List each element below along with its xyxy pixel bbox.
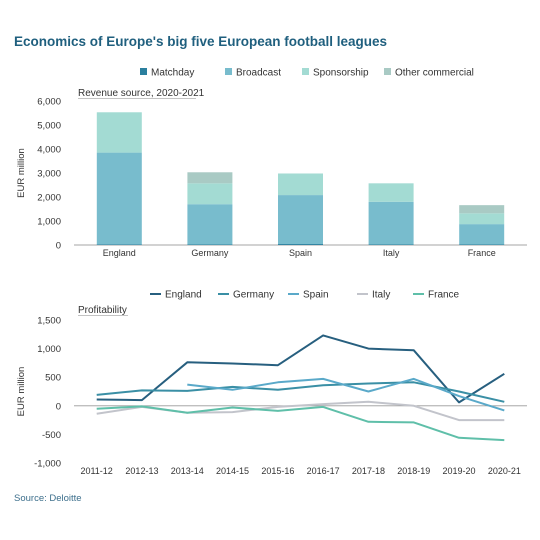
bar-italy-broadcast [368, 201, 414, 245]
legend-swatch-sponsorship [302, 68, 309, 75]
legend-label-italy: Italy [372, 290, 390, 301]
bar-x-tick-label: Germany [191, 248, 229, 258]
bar-spain-matchday [278, 244, 323, 245]
bar-y-tick-label: 6,000 [37, 97, 61, 108]
bar-y-tick-label: 3,000 [37, 169, 61, 180]
source-note: Source: Deloitte [14, 493, 82, 504]
bar-y-axis-label: EUR million [16, 148, 27, 198]
bar-y-tick-label: 1,000 [37, 217, 61, 228]
bar-england-broadcast [96, 152, 142, 245]
legend-swatch-broadcast [225, 68, 232, 75]
line-y-tick-label: 1,500 [37, 316, 61, 327]
line-x-tick-label: 2011-12 [80, 466, 112, 476]
line-y-tick-label: 0 [56, 401, 61, 412]
line-x-tick-label: 2020-21 [488, 466, 521, 476]
legend-label-france: France [428, 290, 460, 301]
line-x-tick-label: 2013-14 [171, 466, 204, 476]
legend-label-spain: Spain [303, 290, 329, 301]
bar-france-sponsorship [459, 213, 505, 225]
line-x-tick-label: 2017-18 [352, 466, 385, 476]
series-line-france [96, 405, 505, 442]
line-y-tick-label: 500 [45, 373, 61, 384]
bar-england-sponsorship [96, 112, 142, 153]
line-x-tick-label: 2015-16 [261, 466, 294, 476]
legend-label-germany: Germany [233, 290, 274, 301]
bar-x-tick-label: England [103, 248, 136, 258]
legend-swatch-other-commercial [384, 68, 391, 75]
bar-italy-sponsorship [368, 183, 414, 202]
legend-label-other-commercial: Other commercial [395, 68, 474, 79]
bar-y-tick-label: 4,000 [37, 145, 61, 156]
legend-label-sponsorship: Sponsorship [313, 68, 369, 79]
legend-label-broadcast: Broadcast [236, 68, 281, 79]
series-line-england [96, 334, 505, 404]
legend-label-england: England [165, 290, 202, 301]
bar-germany-other-commercial [187, 172, 233, 184]
bar-england-matchday [96, 244, 142, 245]
bar-x-tick-label: Spain [289, 248, 312, 258]
bar-spain-sponsorship [278, 173, 323, 196]
bar-y-tick-label: 0 [56, 241, 61, 252]
line-y-tick-label: -500 [42, 430, 61, 441]
line-x-tick-label: 2014-15 [216, 466, 249, 476]
page-title: Economics of Europe's big five European … [14, 34, 388, 49]
bar-france-broadcast [459, 224, 505, 245]
line-x-tick-label: 2012-13 [125, 466, 158, 476]
bar-spain-broadcast [278, 195, 323, 245]
series-line-spain [187, 377, 505, 412]
series-line-italy [96, 400, 505, 422]
bar-germany-broadcast [187, 204, 233, 245]
bar-x-tick-label: Italy [383, 248, 400, 258]
line-x-tick-label: 2016-17 [307, 466, 340, 476]
bar-y-tick-label: 2,000 [37, 193, 61, 204]
line-y-tick-label: 1,000 [37, 344, 61, 355]
bar-chart-subtitle: Revenue source, 2020-2021 [78, 88, 205, 99]
line-x-tick-label: 2019-20 [443, 466, 476, 476]
bar-france-other-commercial [459, 205, 505, 214]
line-x-tick-label: 2018-19 [397, 466, 430, 476]
line-chart-subtitle: Profitability [78, 305, 127, 316]
legend-label-matchday: Matchday [151, 68, 194, 79]
line-y-tick-label: -1,000 [34, 459, 61, 470]
legend-swatch-matchday [140, 68, 147, 75]
bar-germany-sponsorship [187, 183, 233, 205]
line-y-axis-label: EUR million [16, 367, 27, 417]
bar-y-tick-label: 5,000 [37, 121, 61, 132]
bar-x-tick-label: France [468, 248, 496, 258]
